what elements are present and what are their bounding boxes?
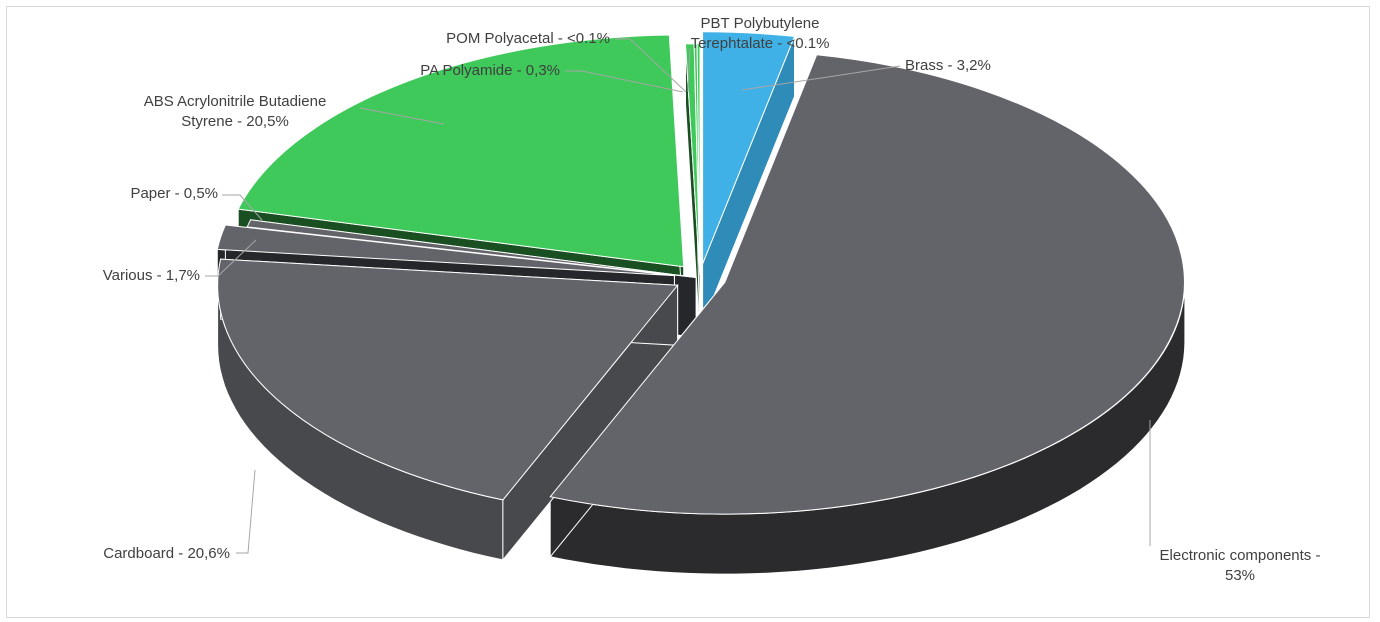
leader-line-brass: [741, 65, 901, 91]
pie-tops: [216, 31, 1185, 515]
leader-line-various: [205, 239, 257, 277]
leader-line-pa-polyamide: [565, 70, 684, 93]
data-label-paper: Paper - 0,5%: [130, 185, 218, 202]
slice-paper: [246, 219, 697, 278]
data-labels: Brass - 3,2% Electronic components - 53% Ca…: [103, 15, 1321, 584]
data-label-line: PA Polyamide - 0,3%: [420, 62, 560, 79]
leader-line-cardboard: [236, 469, 256, 554]
data-label-line: PBT Polybutylene: [701, 15, 820, 32]
data-label-pom-polyacetal: POM Polyacetal - <0.1%: [446, 30, 610, 47]
data-label-line: Cardboard - 20,6%: [103, 545, 230, 562]
data-label-line: Electronic components -: [1160, 547, 1321, 564]
leader-line-paper: [222, 194, 263, 221]
data-label-line: Various - 1,7%: [103, 267, 200, 284]
data-label-line: ABS Acrylonitrile Butadiene: [144, 93, 327, 110]
data-label-abs-acrylonitrile-butadiene-styrene: ABS Acrylonitrile Butadiene Styrene - 20,…: [144, 93, 327, 130]
data-label-cardboard: Cardboard - 20,6%: [103, 545, 230, 562]
slice-cardboard: [217, 258, 679, 501]
data-label-line: Brass - 3,2%: [905, 57, 991, 74]
data-label-pbt-polybutylene-terephtalate: PBT Polybutylene Terephtalate - <0.1%: [691, 15, 830, 52]
leader-line-abs-acrylonitrile-butadiene-styrene: [359, 107, 445, 125]
slice-various: [216, 224, 675, 277]
data-label-line: POM Polyacetal - <0.1%: [446, 30, 610, 47]
data-label-line: Terephtalate - <0.1%: [691, 35, 830, 52]
slice-brass: [702, 31, 796, 264]
slice-abs-acrylonitrile-butadiene-styrene: [237, 34, 685, 268]
slice-pbt-polybutylene-terephtalate: [696, 43, 701, 276]
data-label-line: 53%: [1225, 567, 1255, 584]
data-label-line: Paper - 0,5%: [130, 185, 218, 202]
data-label-pa-polyamide: PA Polyamide - 0,3%: [420, 62, 560, 79]
slice-electronic-components: [549, 54, 1185, 515]
data-label-electronic-components: Electronic components - 53%: [1160, 547, 1321, 584]
data-label-various: Various - 1,7%: [103, 267, 200, 284]
leader-line-pbt-polybutylene-terephtalate: [687, 47, 691, 93]
leader-line-pom-polyacetal: [615, 38, 687, 93]
data-label-brass: Brass - 3,2%: [905, 57, 991, 74]
data-label-line: Styrene - 20,5%: [181, 113, 289, 130]
